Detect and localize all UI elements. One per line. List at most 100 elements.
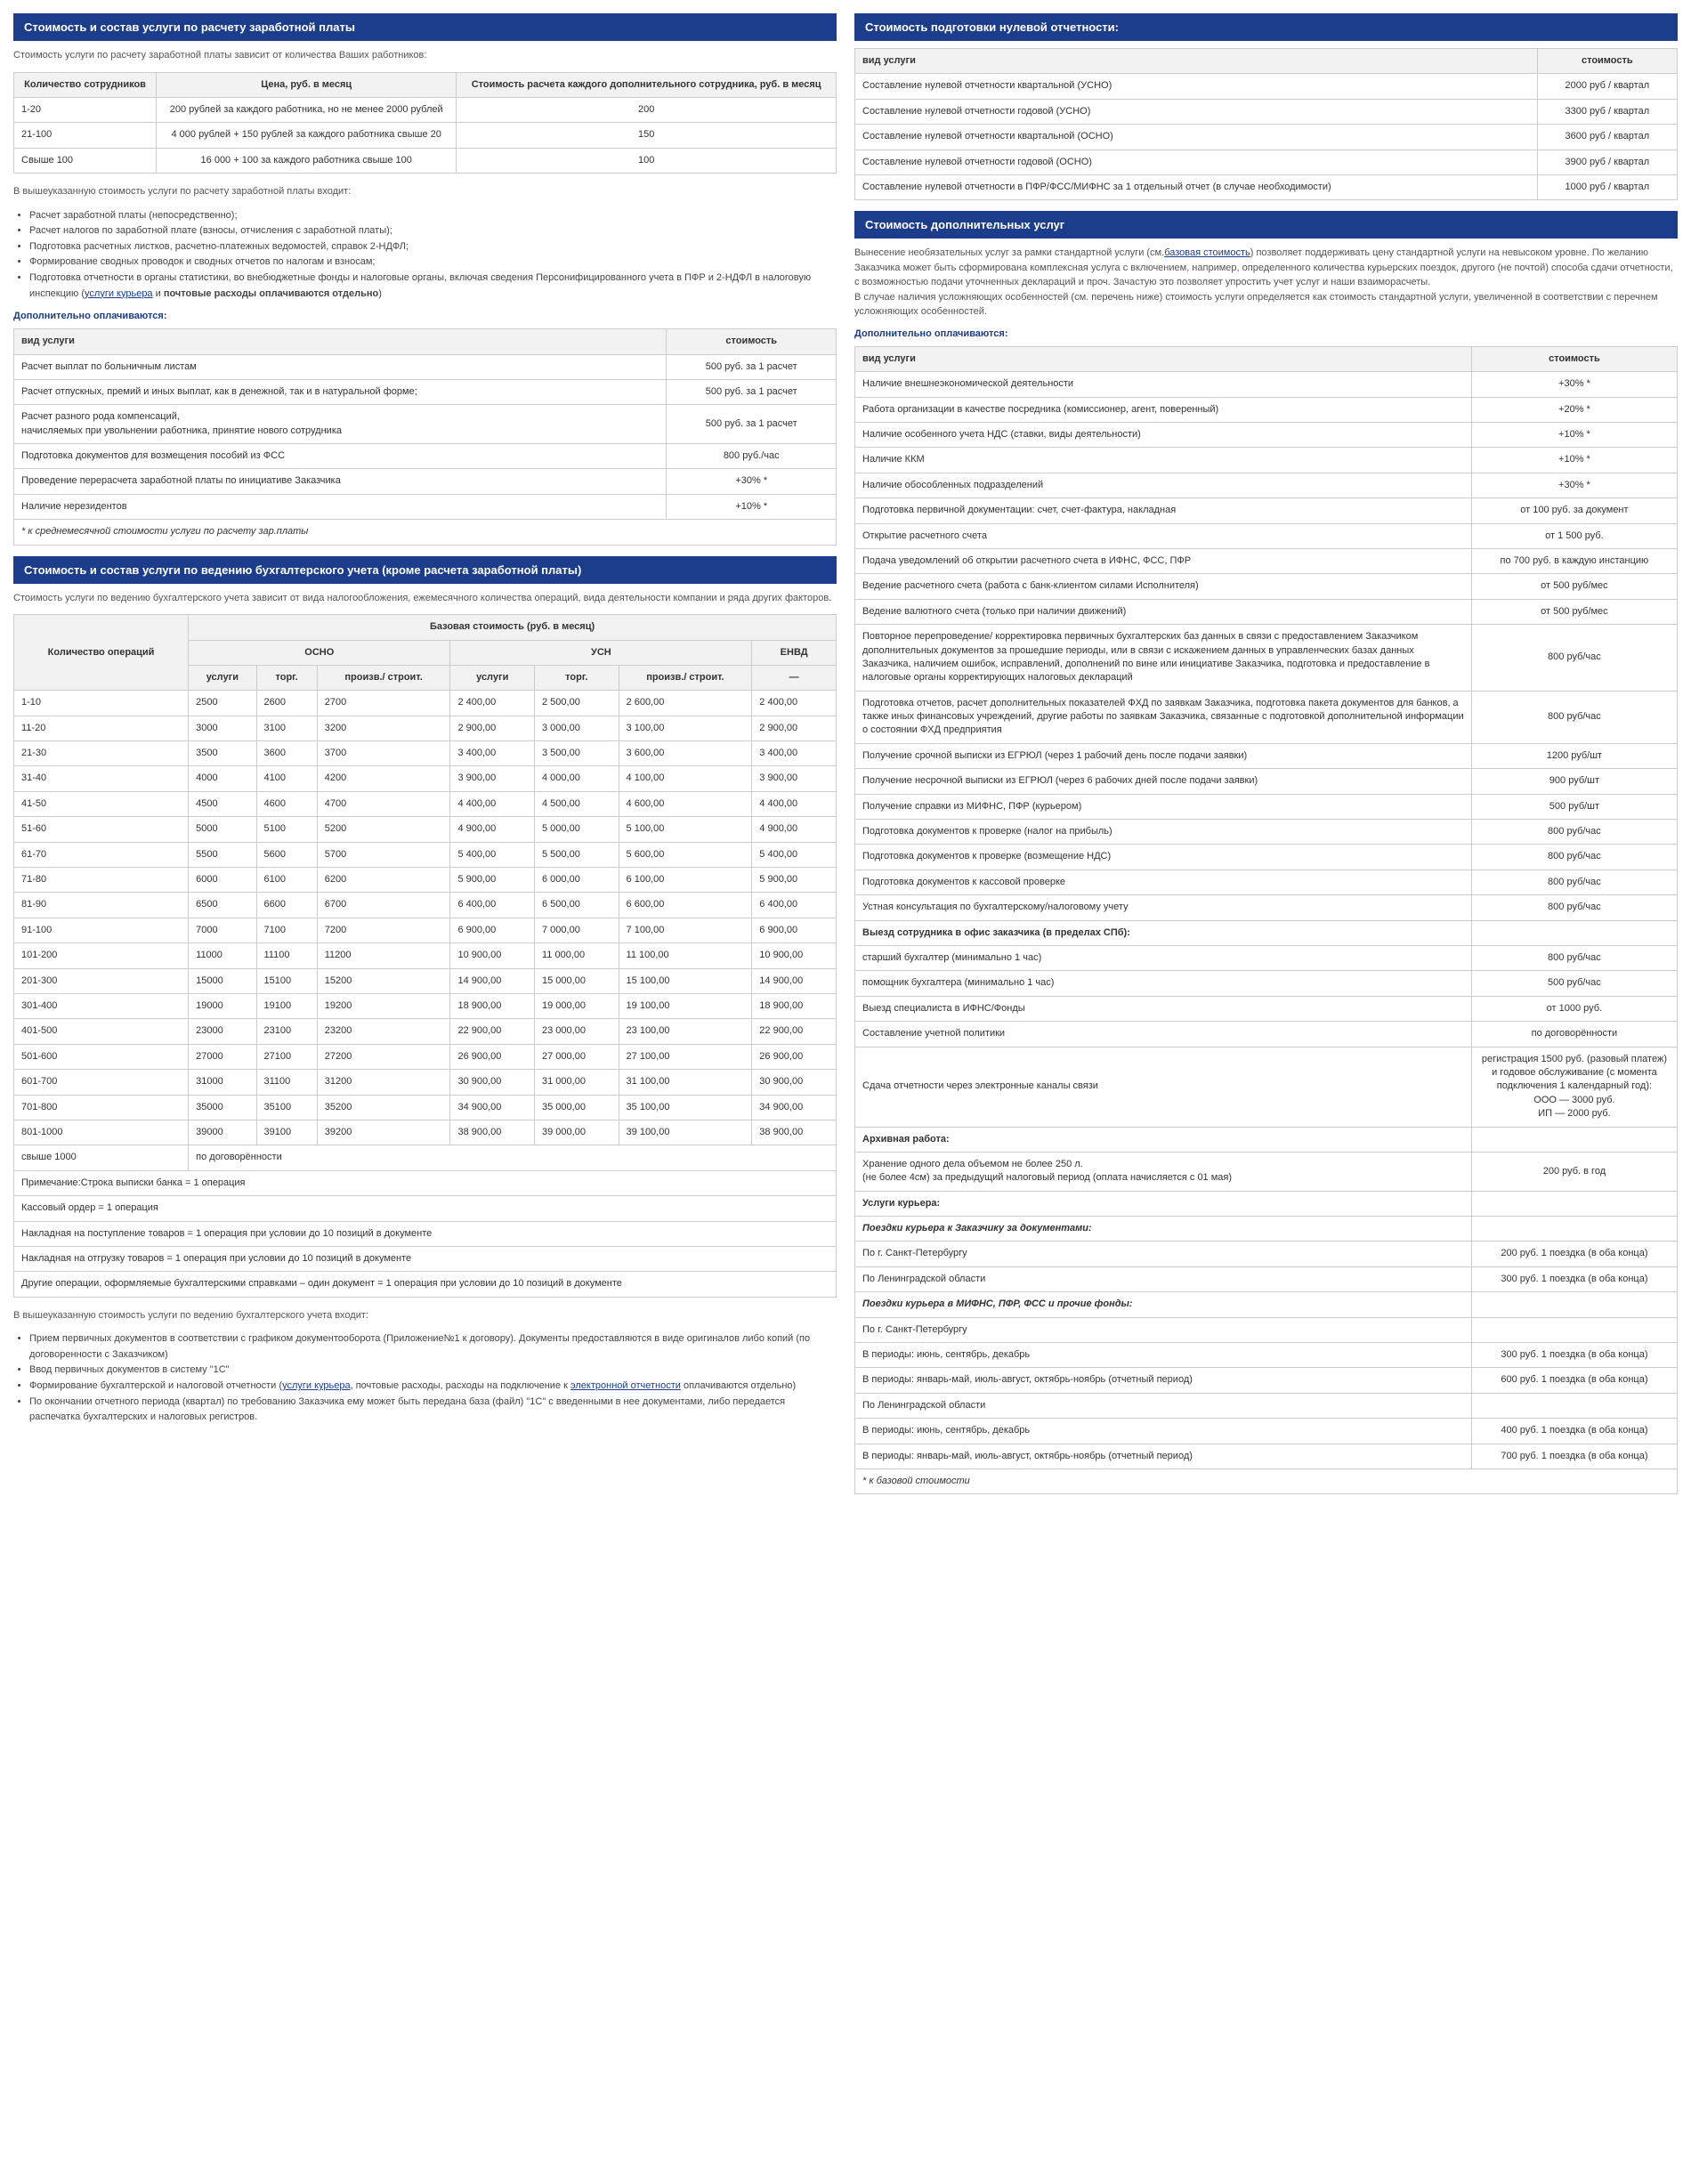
cell: 23 000,00 (535, 1019, 619, 1044)
cell: Свыше 100 (14, 148, 157, 173)
cell: 700 руб. 1 поездка (в оба конца) (1471, 1444, 1677, 1468)
cell: Поездки курьера в МИФНС, ПФР, ФСС и проч… (855, 1292, 1472, 1317)
cell: 19200 (317, 994, 450, 1019)
cell: 6 400,00 (450, 893, 535, 918)
cell: 5 500,00 (535, 842, 619, 867)
cell: 7200 (317, 918, 450, 942)
footnote: Примечание:Строка выписки банка = 1 опер… (14, 1170, 837, 1195)
cell: 100 (457, 148, 837, 173)
cell: 15200 (317, 968, 450, 993)
list-item: Формирование сводных проводок и сводных … (29, 255, 837, 271)
footnote: * к базовой стоимости (855, 1468, 1678, 1493)
cell: 3700 (317, 741, 450, 766)
cell: 19100 (256, 994, 317, 1019)
cell: Сдача отчетности через электронные канал… (855, 1047, 1472, 1127)
cell: Архивная работа: (855, 1127, 1472, 1152)
cell: 6100 (256, 868, 317, 893)
cell: Наличие внешнеэкономической деятельности (855, 372, 1472, 397)
list-item: Подготовка отчетности в органы статистик… (29, 271, 837, 302)
th-cost: стоимость (1537, 49, 1677, 74)
cell: В периоды: январь-май, июль-август, октя… (855, 1444, 1472, 1468)
th-base: Базовая стоимость (руб. в месяц) (189, 615, 837, 640)
cell: 23000 (189, 1019, 256, 1044)
cell: Составление нулевой отчетности годовой (… (855, 99, 1538, 124)
cell: 500 руб. за 1 расчет (667, 379, 837, 404)
cell: 6 400,00 (752, 893, 837, 918)
cell: 200 руб. 1 поездка (в оба конца) (1471, 1242, 1677, 1266)
cell: 6000 (189, 868, 256, 893)
cell: 5 100,00 (619, 817, 752, 842)
cell: Проведение перерасчета заработной платы … (14, 469, 667, 494)
cell: 6 900,00 (450, 918, 535, 942)
cell: 4 100,00 (619, 766, 752, 791)
cell: 10 900,00 (450, 943, 535, 968)
cell: 6 100,00 (619, 868, 752, 893)
courier-link[interactable]: услуги курьера (282, 1380, 351, 1391)
cell: 800 руб/час (1471, 691, 1677, 743)
cell: 5 400,00 (752, 842, 837, 867)
cell: 3 400,00 (752, 741, 837, 766)
cell: 800 руб/час (1471, 946, 1677, 971)
salary-extra-title: Дополнительно оплачиваются: (13, 311, 837, 321)
cell: 201-300 (14, 968, 189, 993)
cell: 22 900,00 (752, 1019, 837, 1044)
cell: 71-80 (14, 868, 189, 893)
cell: 4 400,00 (752, 791, 837, 816)
cell: 6 500,00 (535, 893, 619, 918)
cell: 500 руб. за 1 расчет (667, 354, 837, 379)
list-item: Расчет налогов по заработной плате (взно… (29, 223, 837, 239)
cell: По г. Санкт-Петербургу (855, 1242, 1472, 1266)
base-cost-link[interactable]: базовая стоимость (1164, 247, 1250, 258)
cell: В периоды: январь-май, июль-август, октя… (855, 1368, 1472, 1393)
cell: Составление нулевой отчетности квартальн… (855, 74, 1538, 99)
cell: 2700 (317, 691, 450, 716)
cell: 5 400,00 (450, 842, 535, 867)
cell: 1200 руб/шт (1471, 743, 1677, 768)
ereport-link[interactable]: электронной отчетности (570, 1380, 681, 1391)
cell: +30% * (667, 469, 837, 494)
left-column: Стоимость и состав услуги по расчету зар… (13, 13, 837, 1505)
cell: +10% * (667, 494, 837, 519)
cell: 38 900,00 (752, 1120, 837, 1145)
cell: 7 000,00 (535, 918, 619, 942)
cell: 4 500,00 (535, 791, 619, 816)
cell: 5000 (189, 817, 256, 842)
cell: 800 руб/час (1471, 870, 1677, 894)
cell: Подготовка отчетов, расчет дополнительны… (855, 691, 1472, 743)
cell: 14 900,00 (450, 968, 535, 993)
cell: Устная консультация по бухгалтерскому/на… (855, 895, 1472, 920)
cell: 5 000,00 (535, 817, 619, 842)
cell: 26 900,00 (450, 1044, 535, 1069)
cell: 4 900,00 (450, 817, 535, 842)
cell: Услуги курьера: (855, 1191, 1472, 1216)
cell: 1-10 (14, 691, 189, 716)
courier-link[interactable]: услуги курьера (85, 288, 153, 299)
cell: Подготовка документов к кассовой проверк… (855, 870, 1472, 894)
cell: 61-70 (14, 842, 189, 867)
list-item: Расчет заработной платы (непосредственно… (29, 208, 837, 224)
cell: 301-400 (14, 994, 189, 1019)
cell: 3900 руб / квартал (1537, 150, 1677, 174)
cell: 3000 (189, 716, 256, 740)
cell: 7100 (256, 918, 317, 942)
cell: 6700 (317, 893, 450, 918)
cell: 4500 (189, 791, 256, 816)
cell: 3 000,00 (535, 716, 619, 740)
cell: 4 000 рублей + 150 рублей за каждого раб… (157, 123, 457, 148)
cell: 200 (457, 97, 837, 122)
cell: 34 900,00 (450, 1095, 535, 1120)
cell: 16 000 + 100 за каждого работника свыше … (157, 148, 457, 173)
cell: 800 руб/час (1471, 820, 1677, 845)
th-usn: УСН (450, 640, 752, 665)
cell: 6 900,00 (752, 918, 837, 942)
th-sub: торг. (535, 665, 619, 690)
th-sub: услуги (189, 665, 256, 690)
cell: помощник бухгалтера (минимально 1 час) (855, 971, 1472, 996)
cell: 3 400,00 (450, 741, 535, 766)
cell: 81-90 (14, 893, 189, 918)
list-item: Ввод первичных документов в систему "1С" (29, 1363, 837, 1379)
cell: 2500 (189, 691, 256, 716)
cell: старший бухгалтер (минимально 1 час) (855, 946, 1472, 971)
cell: 21-100 (14, 123, 157, 148)
cell: Составление учетной политики (855, 1022, 1472, 1047)
